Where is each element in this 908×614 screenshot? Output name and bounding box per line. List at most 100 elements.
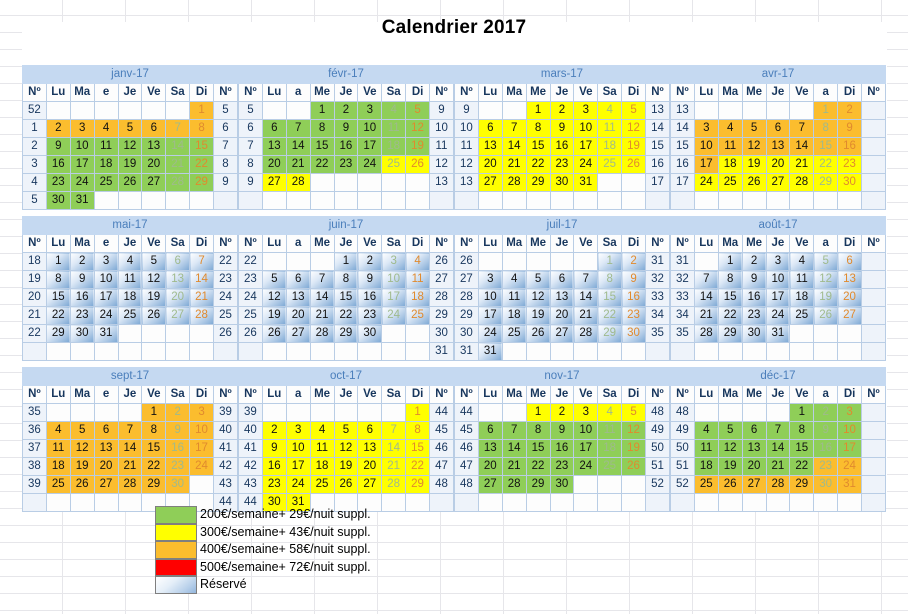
day-cell[interactable]: 4 — [93, 119, 119, 138]
day-cell[interactable]: 2 — [837, 101, 862, 120]
day-cell[interactable]: 12 — [813, 270, 839, 289]
day-cell[interactable]: 11 — [717, 137, 743, 156]
day-cell[interactable]: 5 — [525, 270, 551, 289]
day-cell[interactable]: 15 — [813, 137, 839, 156]
day-cell[interactable]: 12 — [261, 288, 287, 307]
day-cell[interactable]: 16 — [45, 155, 71, 174]
day-cell[interactable] — [573, 252, 599, 271]
day-cell[interactable] — [141, 101, 167, 120]
day-cell[interactable]: 3 — [189, 403, 214, 422]
day-cell[interactable]: 2 — [621, 252, 646, 271]
day-cell[interactable]: 1 — [405, 403, 430, 422]
day-cell[interactable]: 14 — [789, 137, 815, 156]
day-cell[interactable]: 1 — [525, 403, 551, 422]
day-cell[interactable]: 31 — [477, 342, 503, 361]
day-cell[interactable]: 13 — [261, 137, 287, 156]
day-cell[interactable]: 9 — [741, 270, 767, 289]
day-cell[interactable]: 13 — [549, 288, 575, 307]
day-cell[interactable]: 15 — [405, 439, 430, 458]
day-cell[interactable]: 19 — [621, 439, 646, 458]
day-cell[interactable]: 17 — [381, 288, 407, 307]
day-cell[interactable]: 1 — [189, 101, 214, 120]
day-cell[interactable] — [717, 191, 743, 210]
day-cell[interactable]: 20 — [837, 288, 862, 307]
day-cell[interactable]: 3 — [285, 421, 311, 440]
day-cell[interactable] — [309, 403, 335, 422]
day-cell[interactable]: 3 — [93, 252, 119, 271]
day-cell[interactable]: 22 — [309, 155, 335, 174]
day-cell[interactable] — [477, 403, 503, 422]
day-cell[interactable]: 5 — [813, 252, 839, 271]
day-cell[interactable]: 24 — [381, 306, 407, 325]
day-cell[interactable] — [621, 493, 646, 512]
day-cell[interactable]: 15 — [141, 439, 167, 458]
day-cell[interactable] — [717, 342, 743, 361]
day-cell[interactable]: 22 — [189, 155, 214, 174]
day-cell[interactable]: 10 — [765, 270, 791, 289]
day-cell[interactable]: 29 — [813, 173, 839, 192]
day-cell[interactable]: 18 — [381, 137, 407, 156]
day-cell[interactable]: 3 — [573, 101, 599, 120]
day-cell[interactable]: 30 — [45, 191, 71, 210]
day-cell[interactable] — [333, 191, 359, 210]
day-cell[interactable]: 26 — [261, 324, 287, 343]
day-cell[interactable] — [333, 342, 359, 361]
day-cell[interactable]: 10 — [477, 288, 503, 307]
day-cell[interactable] — [501, 101, 527, 120]
day-cell[interactable]: 7 — [285, 119, 311, 138]
day-cell[interactable]: 6 — [165, 252, 191, 271]
day-cell[interactable]: 28 — [285, 173, 311, 192]
day-cell[interactable]: 10 — [381, 270, 407, 289]
day-cell[interactable]: 13 — [285, 288, 311, 307]
day-cell[interactable]: 10 — [837, 421, 862, 440]
day-cell[interactable]: 24 — [93, 306, 119, 325]
day-cell[interactable]: 28 — [693, 324, 719, 343]
day-cell[interactable]: 1 — [789, 403, 815, 422]
day-cell[interactable] — [789, 101, 815, 120]
day-cell[interactable]: 3 — [69, 119, 95, 138]
day-cell[interactable]: 25 — [717, 173, 743, 192]
day-cell[interactable] — [69, 101, 95, 120]
day-cell[interactable]: 6 — [741, 421, 767, 440]
day-cell[interactable]: 20 — [765, 155, 791, 174]
day-cell[interactable] — [549, 342, 575, 361]
day-cell[interactable]: 7 — [573, 270, 599, 289]
day-cell[interactable]: 3 — [357, 101, 383, 120]
day-cell[interactable]: 21 — [189, 288, 214, 307]
day-cell[interactable] — [741, 342, 767, 361]
day-cell[interactable]: 21 — [117, 457, 143, 476]
day-cell[interactable]: 4 — [117, 252, 143, 271]
day-cell[interactable]: 29 — [525, 475, 551, 494]
day-cell[interactable]: 14 — [381, 439, 407, 458]
day-cell[interactable] — [381, 173, 407, 192]
day-cell[interactable] — [405, 493, 430, 512]
day-cell[interactable] — [477, 252, 503, 271]
day-cell[interactable]: 17 — [69, 155, 95, 174]
day-cell[interactable] — [309, 252, 335, 271]
day-cell[interactable]: 2 — [69, 252, 95, 271]
day-cell[interactable] — [477, 493, 503, 512]
day-cell[interactable]: 14 — [501, 137, 527, 156]
day-cell[interactable]: 28 — [765, 475, 791, 494]
day-cell[interactable]: 22 — [597, 306, 623, 325]
day-cell[interactable]: 20 — [741, 457, 767, 476]
day-cell[interactable]: 22 — [45, 306, 71, 325]
day-cell[interactable] — [717, 493, 743, 512]
day-cell[interactable]: 9 — [333, 119, 359, 138]
day-cell[interactable] — [357, 191, 383, 210]
day-cell[interactable] — [117, 101, 143, 120]
day-cell[interactable]: 26 — [333, 475, 359, 494]
day-cell[interactable]: 25 — [597, 457, 623, 476]
day-cell[interactable]: 10 — [189, 421, 214, 440]
day-cell[interactable]: 6 — [477, 119, 503, 138]
day-cell[interactable] — [69, 493, 95, 512]
day-cell[interactable] — [597, 173, 623, 192]
day-cell[interactable] — [141, 342, 167, 361]
day-cell[interactable] — [189, 342, 214, 361]
day-cell[interactable]: 24 — [573, 457, 599, 476]
day-cell[interactable]: 13 — [837, 270, 862, 289]
day-cell[interactable]: 22 — [405, 457, 430, 476]
day-cell[interactable]: 27 — [837, 306, 862, 325]
day-cell[interactable]: 3 — [477, 270, 503, 289]
day-cell[interactable]: 28 — [189, 306, 214, 325]
